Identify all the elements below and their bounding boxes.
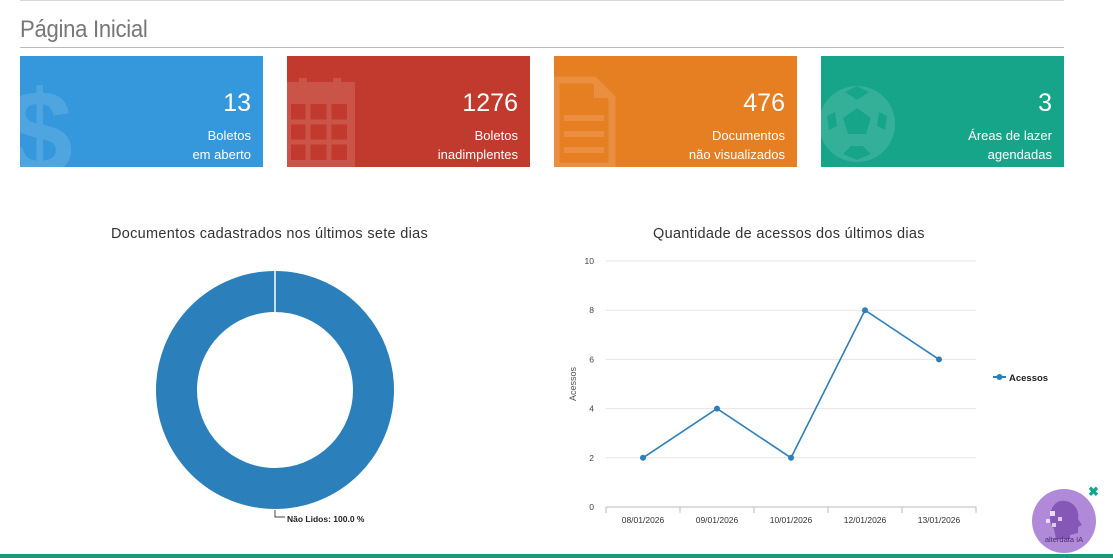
bottom-bar [0, 554, 1113, 558]
document-icon [554, 76, 616, 167]
y-tick-label: 6 [589, 354, 594, 364]
top-divider [20, 0, 1064, 1]
legend-series-dot [996, 374, 1003, 380]
data-point[interactable] [862, 307, 868, 314]
series-line-acessos [642, 309, 940, 459]
ai-assistant-label: alterdata IA [1044, 535, 1084, 544]
x-tick-label: 08/01/2026 [622, 515, 665, 525]
card-value: 13 [223, 89, 251, 117]
card-boletos-inadimplentes[interactable]: 1276 Boletos inadimplentes [287, 56, 530, 167]
data-point[interactable] [714, 405, 720, 412]
y-tick-label: 10 [585, 256, 595, 266]
y-tick-label: 8 [589, 305, 594, 315]
ai-assistant-button[interactable]: alterdata IA [1032, 489, 1096, 553]
donut-label-connector [274, 510, 285, 518]
card-boletos-em-aberto[interactable]: $ 13 Boletos em aberto [20, 56, 263, 167]
legend-series-label: Acessos [1009, 373, 1048, 384]
card-label: Documentos não visualizados [688, 128, 785, 162]
donut-chart-title: Documentos cadastrados nos últimos sete … [111, 226, 429, 242]
legend[interactable]: Acessos [993, 373, 1048, 384]
line-chart-title: Quantidade de acessos dos últimos dias [653, 226, 925, 242]
y-tick-label: 0 [589, 502, 594, 512]
card-label: Boletos inadimplentes [437, 128, 518, 162]
calendar-icon [287, 78, 355, 167]
card-value: 1276 [462, 89, 518, 117]
y-axis-title: Acessos [568, 366, 578, 401]
page-title: Página Inicial [20, 16, 148, 43]
line-chart: 0 2 4 6 8 10 08/01/2026 09/01/2026 10/01/2026 12… [568, 256, 1048, 525]
soccer-ball-icon [821, 86, 895, 162]
title-divider [20, 47, 1064, 48]
x-tick-label: 12/01/2026 [844, 515, 887, 525]
x-tick-label: 10/01/2026 [770, 515, 813, 525]
donut-chart: Não Lidos: 100.0 % [156, 270, 394, 524]
card-value: 476 [743, 89, 785, 117]
data-point[interactable] [936, 356, 942, 363]
y-tick-label: 4 [589, 404, 594, 414]
x-tick-label: 13/01/2026 [918, 515, 961, 525]
ai-head-icon [1046, 500, 1082, 539]
y-tick-label: 2 [589, 453, 594, 463]
card-label: Áreas de lazer agendadas [968, 128, 1052, 162]
close-icon[interactable]: ✖ [1088, 484, 1099, 499]
svg-text:$: $ [20, 66, 73, 167]
donut-slice-nao-lidos[interactable] [156, 271, 394, 509]
card-label: Boletos em aberto [192, 128, 251, 162]
data-point[interactable] [788, 454, 794, 461]
data-point[interactable] [640, 454, 646, 461]
card-areas-de-lazer[interactable]: 3 Áreas de lazer agendadas [821, 56, 1064, 167]
dollar-icon: $ [20, 66, 73, 167]
card-value: 3 [1038, 89, 1052, 117]
x-tick-label: 09/01/2026 [696, 515, 739, 525]
card-documentos-nao-visualizados[interactable]: 476 Documentos não visualizados [554, 56, 797, 167]
donut-slice-label: Não Lidos: 100.0 % [287, 514, 365, 524]
